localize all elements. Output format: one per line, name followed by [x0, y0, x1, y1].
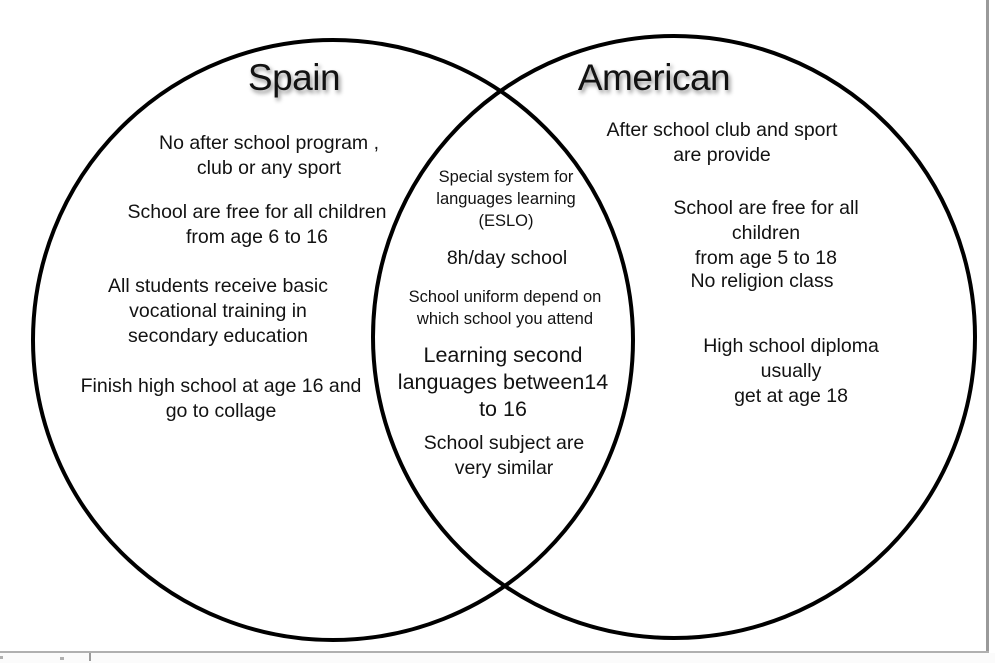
- american-item-no-religion: No religion class: [690, 270, 834, 292]
- shared-item-similar-subjects: School subject are very similar: [423, 432, 585, 479]
- page-right-edge: [986, 0, 989, 653]
- american-title: American: [577, 57, 731, 98]
- spain-item-finish-school: Finish high school at age 16 and go to c…: [80, 375, 362, 422]
- page-bottom-edge: [0, 651, 989, 653]
- spain-item-free-school: School are free for all children from ag…: [127, 201, 387, 248]
- american-item-after-school: After school club and sport are provide: [606, 119, 838, 166]
- shared-item-second-language: Learning second languages between14 to 1…: [397, 343, 609, 421]
- ruler-tick: [89, 653, 91, 661]
- shared-item-8h-day: 8h/day school: [446, 247, 568, 269]
- shared-item-uniform: School uniform depend on which school yo…: [408, 288, 602, 328]
- spain-item-vocational-training: All students receive basic vocational tr…: [107, 275, 329, 347]
- american-item-free-school: School are free for all children from ag…: [673, 197, 859, 269]
- american-circle: [371, 34, 977, 640]
- edge-mark-a: [60, 657, 64, 660]
- edge-mark-b: [0, 656, 3, 659]
- spain-circle: [31, 38, 635, 642]
- spain-title: Spain: [247, 57, 341, 98]
- shared-item-eslo: Special system for languages learning (E…: [436, 168, 576, 230]
- american-item-diploma: High school diploma usually get at age 1…: [703, 335, 879, 407]
- page-below-strip: [0, 653, 995, 663]
- spain-item-after-school: No after school program , club or any sp…: [158, 132, 380, 179]
